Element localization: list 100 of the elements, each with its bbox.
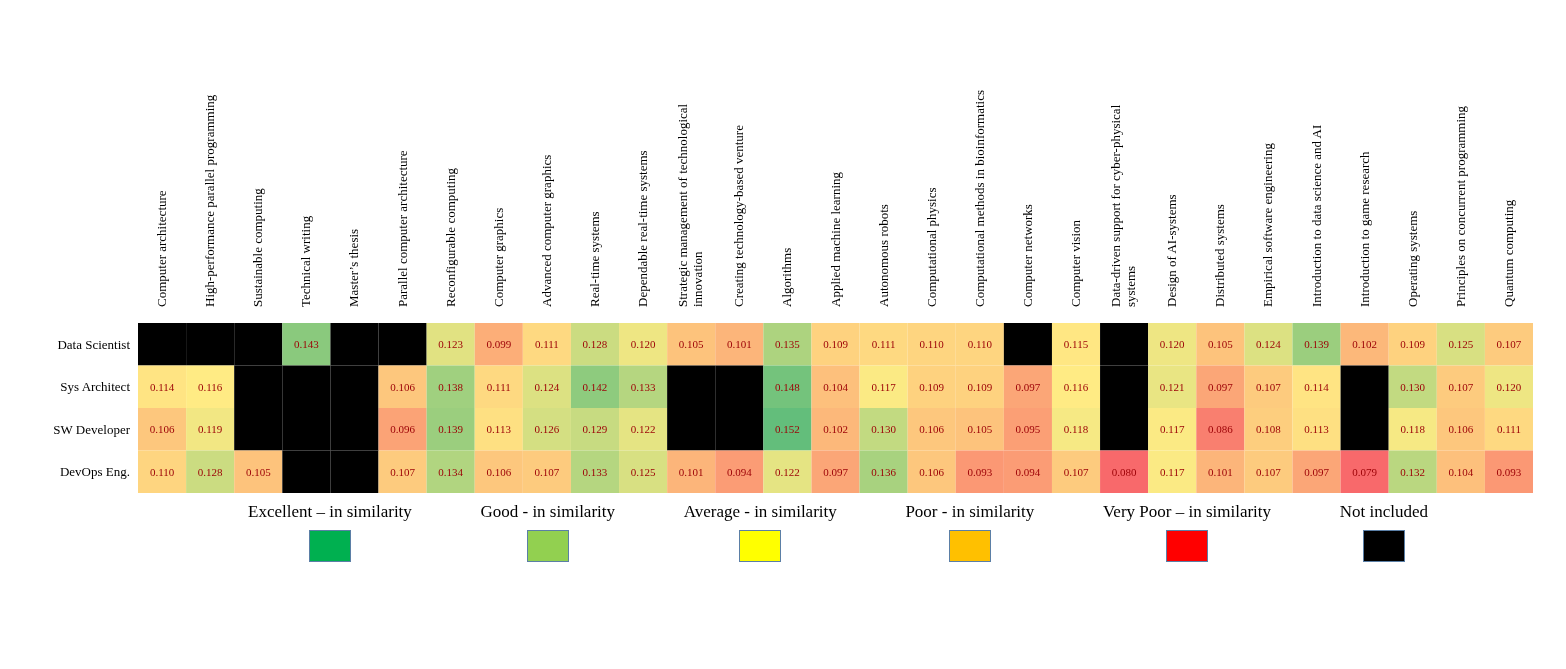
data-label: 0.107	[1496, 338, 1522, 351]
data-label: 0.117	[871, 380, 897, 393]
data-label: 0.093	[967, 465, 993, 478]
x-tick-label: Distributed systems	[1212, 204, 1228, 307]
data-label: 0.110	[967, 338, 993, 351]
data-label: 0.094	[726, 465, 753, 478]
data-label: 0.116	[197, 380, 223, 393]
data-label: 0.102	[823, 423, 848, 436]
y-tick-label: SW Developer	[53, 421, 131, 437]
x-tick-label: Computational methods in bioinformatics	[971, 89, 987, 307]
data-label: 0.130	[1400, 380, 1426, 393]
data-label: 0.099	[486, 338, 512, 351]
data-label: 0.105	[678, 338, 705, 351]
y-tick-label: DevOps Eng.	[59, 464, 130, 480]
x-tick-label: Algorithms	[779, 247, 795, 307]
data-label: 0.114	[149, 380, 175, 393]
x-tick-label: Operating systems	[1404, 210, 1420, 307]
text: Average - in similarity	[683, 502, 837, 522]
x-tick-label: Parallel computer architecture	[394, 150, 410, 307]
data-label: 0.139	[1304, 338, 1330, 351]
data-label: 0.117	[1160, 423, 1185, 436]
data-label: 0.134	[438, 465, 464, 478]
data-label: 0.095	[1015, 423, 1041, 436]
data-label: 0.136	[871, 465, 897, 478]
data-label: 0.109	[1400, 338, 1426, 351]
data-label: 0.106	[919, 465, 945, 478]
data-label: 0.106	[149, 423, 175, 436]
data-label: 0.120	[1159, 338, 1186, 351]
x-tick-label: Advanced computer graphics	[538, 154, 554, 307]
x-tick-label: Introduction to game research	[1356, 150, 1372, 307]
data-label: 0.130	[871, 423, 897, 436]
data-label: 0.102	[1352, 338, 1378, 351]
data-label: 0.129	[582, 423, 608, 436]
data-label: 0.114	[1304, 380, 1330, 393]
data-label: 0.109	[823, 338, 849, 351]
data-label: 0.106	[486, 465, 512, 478]
x-tick-label: Quantum computing	[1500, 199, 1516, 307]
y-tick-label: Data Scientist	[57, 336, 131, 352]
data-label: 0.093	[1496, 465, 1522, 478]
text: Good - in similarity	[480, 502, 616, 522]
data-label: 0.116	[1063, 380, 1089, 393]
text: Excellent – in similarity	[248, 502, 412, 522]
x-tick-label: Computer graphics	[490, 207, 506, 307]
x-tick-label: Real-time systems	[586, 211, 602, 307]
text: Very Poor – in similarity	[1102, 502, 1272, 522]
x-tick-label: High-performance parallel programming	[202, 94, 218, 307]
data-label: 0.101	[1207, 465, 1233, 478]
data-label: 0.105	[245, 465, 272, 478]
x-tick-label: Design of AI-systems	[1164, 194, 1180, 307]
data-label: 0.125	[1448, 338, 1474, 351]
data-label: 0.122	[630, 423, 656, 436]
x-tick-label: Sustainable computing	[250, 187, 266, 307]
data-label: 0.106	[390, 380, 416, 393]
data-label: 0.113	[486, 423, 512, 436]
data-label: 0.097	[823, 465, 849, 478]
data-label: 0.107	[1256, 465, 1282, 478]
x-tick-label: Introduction to data science and AI	[1308, 124, 1324, 307]
data-label: 0.128	[582, 338, 608, 351]
data-label: 0.106	[919, 423, 945, 436]
data-label: 0.107	[1256, 380, 1282, 393]
data-label: 0.117	[1160, 465, 1185, 478]
data-label: 0.107	[390, 465, 416, 478]
data-label: 0.119	[197, 423, 223, 436]
data-label: 0.148	[775, 380, 801, 393]
data-label: 0.123	[438, 338, 464, 351]
data-label: 0.109	[919, 380, 945, 393]
data-label: 0.105	[1207, 338, 1234, 351]
data-label: 0.097	[1207, 380, 1234, 393]
data-label: 0.121	[1159, 380, 1185, 393]
data-label: 0.135	[775, 338, 801, 351]
data-label: 0.107	[1448, 380, 1474, 393]
data-label: 0.124	[1256, 338, 1282, 351]
data-label: 0.111	[1496, 423, 1521, 436]
data-label: 0.111	[871, 338, 896, 351]
data-label: 0.111	[486, 380, 511, 393]
x-tick-label: Strategic management of technological innovation	[675, 103, 706, 307]
data-label: 0.118	[1063, 423, 1089, 436]
data-label: 0.110	[149, 465, 175, 478]
data-label: 0.107	[1063, 465, 1089, 478]
data-label: 0.105	[967, 423, 993, 436]
x-tick-label: Computer vision	[1068, 219, 1084, 307]
data-label: 0.109	[967, 380, 993, 393]
data-label: 0.133	[630, 380, 656, 393]
data-label: 0.097	[1304, 465, 1330, 478]
data-label: 0.138	[438, 380, 464, 393]
data-label: 0.094	[1015, 465, 1041, 478]
data-label: 0.125	[630, 465, 656, 478]
data-label: 0.120	[630, 338, 656, 351]
x-tick-label: Dependable real-time systems	[635, 150, 651, 307]
data-label: 0.101	[678, 465, 704, 478]
data-label: 0.086	[1207, 423, 1234, 436]
data-label: 0.106	[1448, 423, 1474, 436]
x-tick-label: Autonomous robots	[875, 204, 891, 307]
data-label: 0.107	[534, 465, 560, 478]
data-label: 0.118	[1400, 423, 1426, 436]
data-label: 0.108	[1256, 423, 1282, 436]
data-label: 0.120	[1496, 380, 1522, 393]
data-label: 0.079	[1352, 465, 1378, 478]
text: Not included	[1339, 502, 1428, 522]
data-label: 0.124	[534, 380, 560, 393]
